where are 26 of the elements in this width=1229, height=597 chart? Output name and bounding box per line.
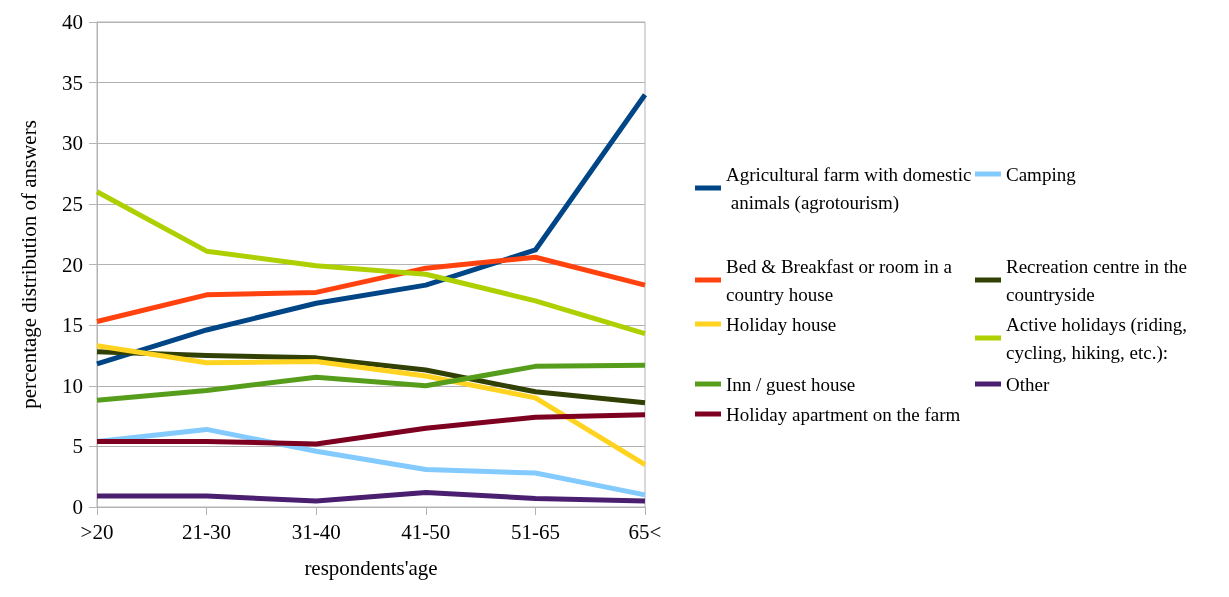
x-axis-title: respondents'age [304, 555, 438, 580]
y-tick-label: 0 [72, 495, 83, 519]
legend-label: Inn / guest house [726, 373, 856, 395]
legend-label: Recreation centre in the countryside [1006, 255, 1192, 305]
x-tick-label: 41-50 [401, 519, 451, 544]
legend-label: Holiday apartment on the farm [726, 403, 961, 425]
y-tick-label: 15 [62, 313, 83, 338]
x-tick-label: 51-65 [510, 519, 560, 544]
x-tick-label: 31-40 [291, 519, 341, 544]
y-tick-label: 40 [62, 10, 83, 34]
y-tick-label: 35 [62, 70, 83, 95]
legend-label: Active holidays (riding, cycling, hiking, etc.): [1006, 313, 1192, 364]
x-tick-label: >20 [80, 519, 114, 544]
y-tick-label: 10 [62, 373, 83, 398]
y-tick-label: 30 [62, 131, 83, 156]
legend-label: Bed & Breakfast or room in a country house [726, 255, 957, 305]
legend-label: Camping [1006, 163, 1077, 185]
legend-label: Other [1006, 373, 1050, 395]
y-tick-label: 5 [72, 434, 83, 459]
y-tick-label: 25 [62, 191, 83, 216]
legend-label: Holiday house [726, 313, 837, 335]
y-tick-label: 20 [62, 252, 83, 277]
x-tick-label: 21-30 [182, 519, 232, 544]
y-axis-title: percentage distribution of answers [16, 120, 41, 409]
legend-label: Agricultural farm with domestic animals (agrotourism) [726, 163, 972, 214]
x-tick-label: 65< [628, 519, 662, 544]
